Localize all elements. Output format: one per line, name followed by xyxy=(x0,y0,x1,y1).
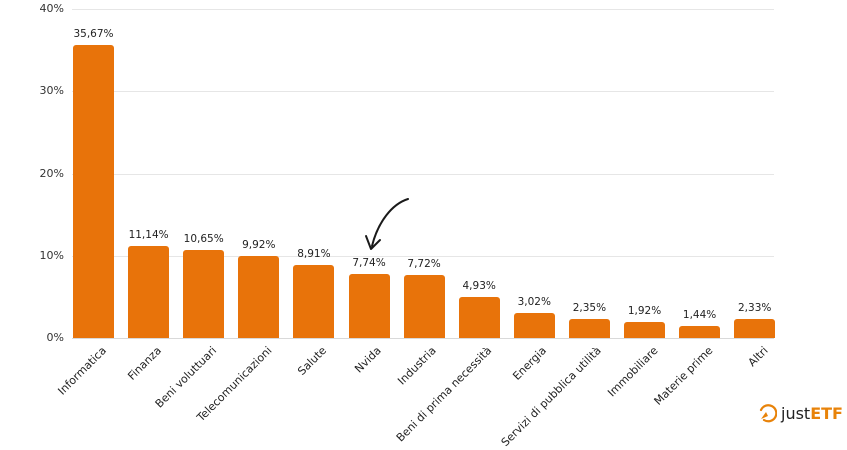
bar xyxy=(403,274,445,338)
logo-suffix: ETF xyxy=(810,403,843,423)
bar-value-label: 7,74% xyxy=(352,257,386,270)
gridline xyxy=(72,255,774,257)
bar xyxy=(624,322,665,338)
gridline xyxy=(72,91,774,93)
bar xyxy=(293,264,335,338)
bar xyxy=(568,318,610,338)
bar-value-label: 4,93% xyxy=(462,280,496,293)
bar xyxy=(458,297,500,338)
bar xyxy=(183,250,225,338)
bar-value-label: 2,35% xyxy=(572,301,607,314)
logo-prefix: just xyxy=(781,403,811,423)
bar-value-label: 7,72% xyxy=(407,257,441,270)
bar xyxy=(348,274,390,338)
bar xyxy=(238,256,280,338)
y-tick-label: 20% xyxy=(39,166,64,180)
bar-value-label: 1,92% xyxy=(627,305,662,318)
y-tick-label: 40% xyxy=(39,2,64,15)
gridline xyxy=(72,338,774,339)
bar-value-label: 9,92% xyxy=(242,239,276,252)
bar-value-label: 2,33% xyxy=(738,301,772,314)
bar-value-label: 35,67% xyxy=(73,27,114,40)
logo-icon xyxy=(759,404,777,423)
bar xyxy=(513,313,555,338)
bar xyxy=(734,318,776,338)
y-tick-label: 30% xyxy=(39,84,64,98)
bar-value-label: 8,91% xyxy=(297,247,331,260)
y-tick-label: 10% xyxy=(39,248,64,262)
gridline xyxy=(72,9,774,10)
bar xyxy=(73,44,114,338)
bar xyxy=(128,246,170,338)
gridline xyxy=(72,173,774,175)
bar xyxy=(679,326,721,338)
bar-value-label: 1,44% xyxy=(682,309,717,322)
justetf-logo: justETF xyxy=(757,403,843,423)
y-tick-label: 0% xyxy=(46,331,64,344)
bar-value-label: 3,02% xyxy=(517,296,551,309)
bar-value-label: 11,14% xyxy=(128,229,169,242)
bar-value-label: 10,65% xyxy=(183,233,224,246)
